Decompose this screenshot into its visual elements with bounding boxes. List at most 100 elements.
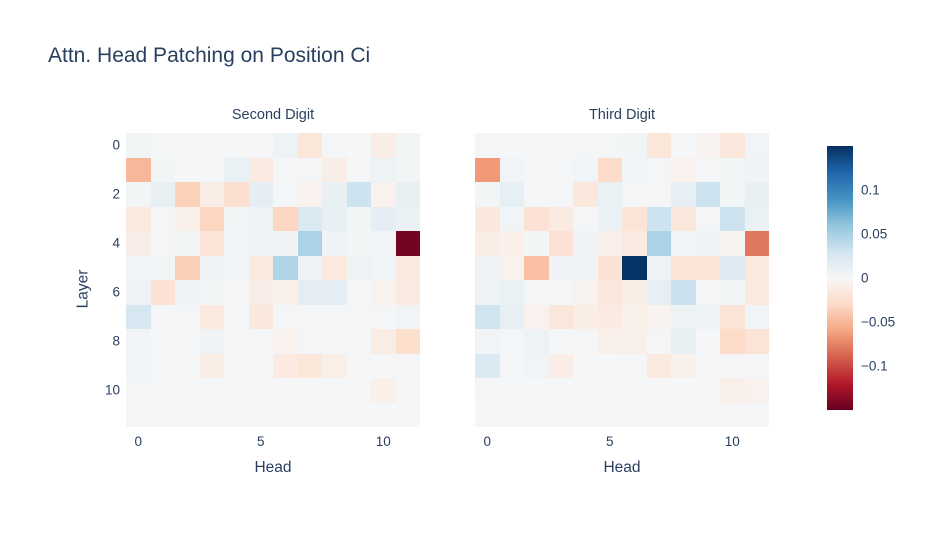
cell-layer2-head4 <box>224 182 249 207</box>
cell-layer3-head6 <box>622 206 647 231</box>
cell-layer4-head2 <box>524 231 549 256</box>
cell-layer9-head11 <box>744 353 769 378</box>
cell-layer10-head4 <box>224 378 249 403</box>
cell-layer0-head4 <box>573 133 598 158</box>
cell-layer9-head9 <box>346 353 371 378</box>
cell-layer6-head8 <box>322 280 347 305</box>
cell-layer0-head9 <box>346 133 371 158</box>
heatmap-second-digit <box>126 133 420 427</box>
cell-layer7-head7 <box>646 304 671 329</box>
cell-layer0-head4 <box>224 133 249 158</box>
cell-layer3-head0 <box>475 206 500 231</box>
cell-layer2-head11 <box>744 182 769 207</box>
cell-layer5-head9 <box>695 255 720 280</box>
y-tick: 8 <box>112 333 120 349</box>
cell-layer1-head10 <box>720 157 745 182</box>
cell-layer1-head6 <box>622 157 647 182</box>
cell-layer3-head10 <box>371 206 396 231</box>
x-tick: 0 <box>483 434 492 449</box>
cell-layer8-head2 <box>524 329 549 354</box>
cell-layer6-head3 <box>548 280 573 305</box>
cell-layer2-head1 <box>150 182 175 207</box>
cell-layer4-head9 <box>695 231 720 256</box>
cell-layer10-head1 <box>150 378 175 403</box>
cell-layer4-head4 <box>224 231 249 256</box>
cell-layer10-head8 <box>671 378 696 403</box>
cell-layer9-head10 <box>720 353 745 378</box>
cell-layer1-head0 <box>126 157 151 182</box>
cell-layer2-head0 <box>475 182 500 207</box>
cell-layer9-head7 <box>297 353 322 378</box>
cell-layer4-head0 <box>126 231 151 256</box>
cell-layer0-head6 <box>273 133 298 158</box>
cell-layer1-head8 <box>671 157 696 182</box>
cell-layer8-head9 <box>695 329 720 354</box>
cell-layer8-head11 <box>744 329 769 354</box>
cell-layer9-head7 <box>646 353 671 378</box>
cell-layer8-head9 <box>346 329 371 354</box>
colorbar-gradient <box>827 146 853 410</box>
cell-layer11-head1 <box>499 402 524 427</box>
cell-layer0-head5 <box>248 133 273 158</box>
cell-layer0-head3 <box>199 133 224 158</box>
cell-layer10-head5 <box>597 378 622 403</box>
cell-layer3-head9 <box>346 206 371 231</box>
cell-layer10-head6 <box>273 378 298 403</box>
cell-layer9-head6 <box>622 353 647 378</box>
cell-layer9-head4 <box>224 353 249 378</box>
cell-layer4-head1 <box>150 231 175 256</box>
subplot-title-second-digit: Second Digit <box>231 107 315 123</box>
cell-layer6-head3 <box>199 280 224 305</box>
cell-layer5-head11 <box>395 255 420 280</box>
cell-layer3-head7 <box>297 206 322 231</box>
cell-layer10-head4 <box>573 378 598 403</box>
cell-layer6-head7 <box>297 280 322 305</box>
cell-layer3-head11 <box>395 206 420 231</box>
cell-layer0-head7 <box>297 133 322 158</box>
cell-layer5-head11 <box>744 255 769 280</box>
cell-layer3-head1 <box>499 206 524 231</box>
cell-layer7-head8 <box>322 304 347 329</box>
cell-layer4-head11 <box>395 231 420 256</box>
cell-layer8-head10 <box>720 329 745 354</box>
y-tick: 0 <box>112 137 120 153</box>
cell-layer8-head0 <box>126 329 151 354</box>
cell-layer2-head3 <box>199 182 224 207</box>
cell-layer1-head5 <box>248 157 273 182</box>
cell-layer11-head8 <box>671 402 696 427</box>
cell-layer7-head3 <box>199 304 224 329</box>
cell-layer5-head10 <box>720 255 745 280</box>
cell-layer9-head5 <box>248 353 273 378</box>
cell-layer1-head4 <box>573 157 598 182</box>
cell-layer11-head2 <box>524 402 549 427</box>
cell-layer11-head6 <box>622 402 647 427</box>
cell-layer6-head11 <box>744 280 769 305</box>
cell-layer11-head7 <box>646 402 671 427</box>
x-tick: 5 <box>605 434 614 449</box>
cell-layer0-head1 <box>150 133 175 158</box>
cell-layer8-head3 <box>199 329 224 354</box>
cell-layer4-head8 <box>322 231 347 256</box>
cell-layer5-head2 <box>175 255 200 280</box>
y-tick: 4 <box>112 235 120 251</box>
cell-layer5-head4 <box>573 255 598 280</box>
cell-layer0-head11 <box>395 133 420 158</box>
cell-layer8-head5 <box>597 329 622 354</box>
cell-layer6-head0 <box>475 280 500 305</box>
cell-layer11-head7 <box>297 402 322 427</box>
cell-layer3-head0 <box>126 206 151 231</box>
cell-layer6-head0 <box>126 280 151 305</box>
cell-layer7-head2 <box>175 304 200 329</box>
colorbar: 0.1 0.05 0 −0.05 −0.1 <box>827 146 895 410</box>
cell-layer2-head9 <box>695 182 720 207</box>
cell-layer4-head8 <box>671 231 696 256</box>
cell-layer7-head2 <box>524 304 549 329</box>
cell-layer0-head10 <box>720 133 745 158</box>
cell-layer2-head7 <box>297 182 322 207</box>
cell-layer0-head6 <box>622 133 647 158</box>
cell-layer5-head6 <box>622 255 647 280</box>
cell-layer2-head2 <box>524 182 549 207</box>
cell-layer8-head2 <box>175 329 200 354</box>
cell-layer2-head11 <box>395 182 420 207</box>
cell-layer1-head8 <box>322 157 347 182</box>
